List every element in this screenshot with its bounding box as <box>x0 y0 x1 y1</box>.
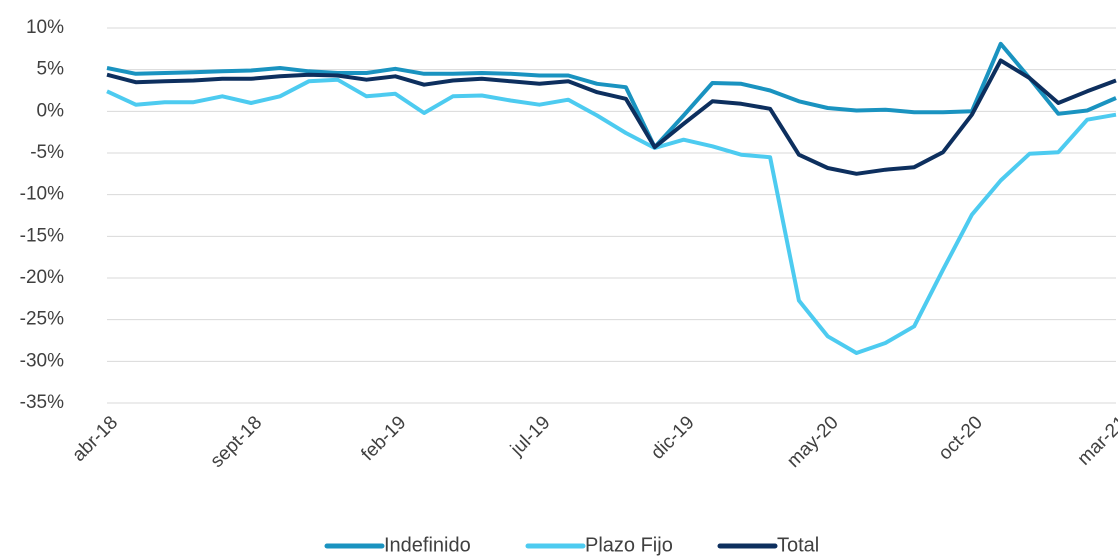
x-tick-label: dic-19 <box>647 412 698 463</box>
series-line <box>106 77 1117 355</box>
legend-label: Indefinido <box>384 534 471 556</box>
x-tick-label: feb-19 <box>357 412 410 465</box>
y-tick-label: 10% <box>26 17 64 38</box>
y-tick-label: -25% <box>20 309 64 330</box>
x-tick-label: may-20 <box>783 412 843 472</box>
x-tick-label: mar-21 <box>1074 412 1118 469</box>
x-tick-label: jul-19 <box>506 412 554 460</box>
x-tick-label: abr-18 <box>68 412 122 466</box>
y-tick-label: -5% <box>30 142 64 163</box>
series-line <box>106 58 1117 176</box>
legend-label: Total <box>777 534 819 556</box>
y-tick-label: -20% <box>20 267 64 288</box>
y-tick-label: 0% <box>37 100 65 121</box>
x-tick-label: oct-20 <box>935 412 987 464</box>
y-tick-label: -10% <box>20 184 64 205</box>
series-line <box>106 41 1117 150</box>
y-tick-label: -15% <box>20 225 64 246</box>
x-tick-label: sept-18 <box>207 412 267 472</box>
y-tick-label: 5% <box>37 59 65 80</box>
y-tick-label: -30% <box>20 350 64 371</box>
y-tick-label: -35% <box>20 392 64 413</box>
legend-label: Plazo Fijo <box>585 534 673 556</box>
